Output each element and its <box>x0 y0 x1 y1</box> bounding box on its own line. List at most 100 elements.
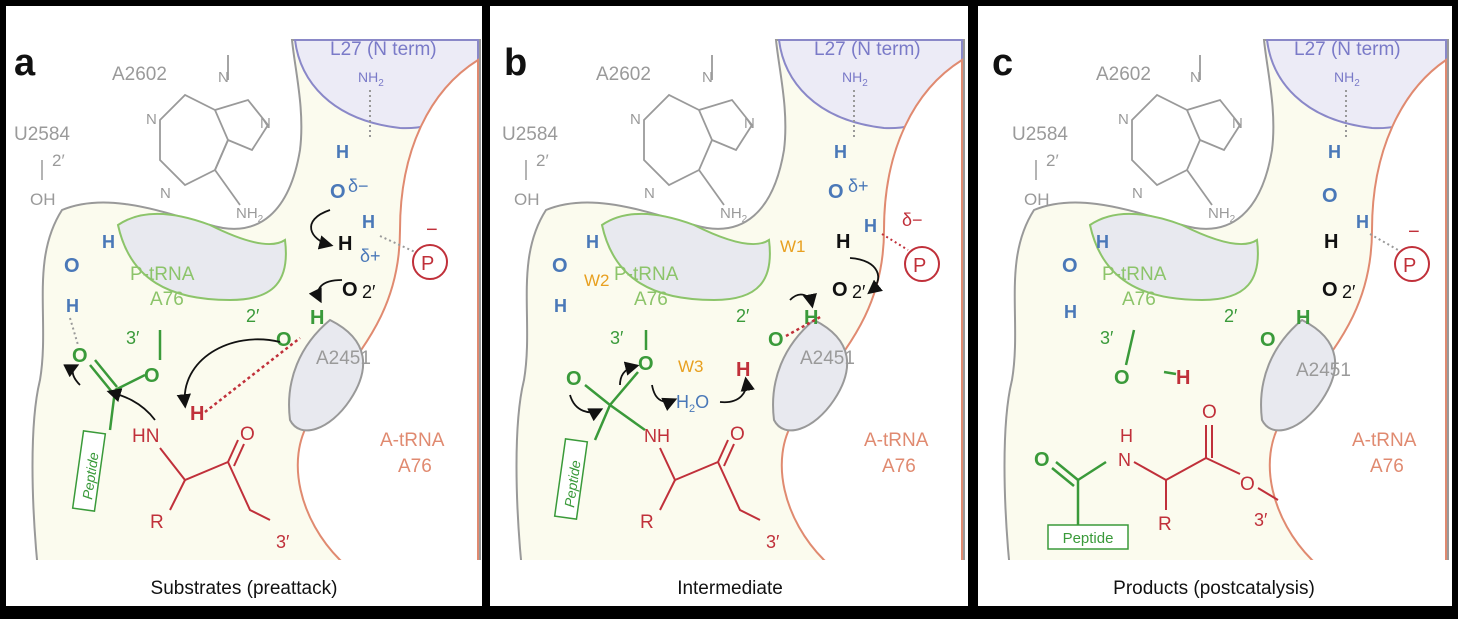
panel-a-n4: N <box>160 185 171 202</box>
panel-c-r: R <box>1158 514 1172 535</box>
panel-a-r: R <box>150 512 164 533</box>
panel-b-water-h1: H <box>834 142 847 162</box>
panel-a-u2584-2prime: 2′ <box>52 151 65 170</box>
panel-b-intermediate-bonds <box>584 330 648 441</box>
panel-a-l27-label: L27 (N term) <box>330 39 437 60</box>
panel-c-u2584-oh: OH <box>1024 190 1050 209</box>
panel-c-phosphate <box>1394 246 1430 282</box>
panel-b-2prime-o: 2′ <box>852 282 866 302</box>
panel-c-amide-h: H <box>1120 426 1133 446</box>
panel-b-n2: N <box>630 111 641 128</box>
panel-a-u-water-h2: H <box>66 296 79 316</box>
panel-b-a2602-ring <box>643 55 754 206</box>
panel-a-2prime-o: 2′ <box>362 282 376 302</box>
panel-a-aa-carbonyl-o: O <box>240 424 255 445</box>
panel-c-n4: N <box>1132 185 1143 202</box>
panel-b-atrna-label: A-tRNA <box>864 430 929 451</box>
panel-a-ptrna-label: P-tRNA <box>130 264 195 285</box>
panel-b-aa-carbonyl-o: O <box>730 424 745 445</box>
panel-a-water-h1: H <box>336 142 349 162</box>
panel-c-atrna-a76: A76 <box>1370 456 1404 477</box>
panel-c-atrna-3prime: 3′ <box>1254 510 1268 530</box>
panel-b-n4: N <box>644 185 655 202</box>
panel-a-water-h2: H <box>362 212 375 232</box>
panel-b-u-water-h2: H <box>554 296 567 316</box>
panel-b-u-water-h1: H <box>586 232 599 252</box>
panel-b-p: P <box>913 255 926 277</box>
panel-c-o-black: O <box>1322 279 1338 301</box>
panel-c-ptrna-label: P-tRNA <box>1102 264 1167 285</box>
panel-b-arrows <box>569 257 883 422</box>
panel-a-h-green: H <box>310 307 324 329</box>
panel-c-l27-label: L27 (N term) <box>1294 39 1401 60</box>
panel-c-atrna-label: A-tRNA <box>1352 430 1417 451</box>
panel-c-a2451-label: A2451 <box>1296 360 1351 381</box>
panel-b-o-green: O <box>768 329 784 351</box>
panel-b-peptide-box <box>553 438 589 520</box>
panel-a-a2451-region <box>288 318 364 432</box>
panel-c-amide-n: N <box>1118 450 1131 470</box>
panel-c-ptrna-region <box>1088 212 1259 302</box>
panel-c-pep-carbonyl-o: O <box>1034 449 1050 471</box>
panel-a-delta-plus: δ+ <box>360 246 381 266</box>
panel-c-ptrna-2prime: 2′ <box>1224 306 1238 326</box>
panel-b-u2584-2prime: 2′ <box>536 151 549 170</box>
panel-c-atrna-region <box>1268 58 1447 591</box>
panel-a-amine: NH2 <box>236 205 264 225</box>
panel-c-water-h1: H <box>1328 142 1341 162</box>
panel-c-ptrna-3prime: 3′ <box>1100 328 1114 348</box>
panel-a-h-red: H <box>190 403 204 425</box>
panel-c-u2584-2prime: 2′ <box>1046 151 1059 170</box>
panel-b-a2451-label: A2451 <box>800 348 855 369</box>
panel-a-peptide-box <box>71 430 107 512</box>
panel-b-ptrna-2prime: 2′ <box>736 306 750 326</box>
panel-c-water-o: O <box>1322 185 1338 207</box>
panel-c-aa-carbonyl-o: O <box>1202 402 1217 423</box>
panel-c-n2: N <box>1118 111 1129 128</box>
panel-c-3prime-h: H <box>1176 367 1190 389</box>
panel-b-o-minus: O <box>566 368 582 390</box>
panel-c-3prime-o: O <box>1114 367 1130 389</box>
panel-a-l27-nh2: NH2 <box>358 69 384 89</box>
panel-c-o-green: O <box>1260 329 1276 351</box>
panel-c-a2602-label: A2602 <box>1096 64 1151 85</box>
panel-a-n3: N <box>260 115 271 132</box>
panel-a-ptrna-region <box>116 212 287 302</box>
panel-b-caption: Intermediate <box>677 578 783 599</box>
panel-c-amino-acid-bonds <box>1133 425 1279 510</box>
panel-b-water-h2: H <box>864 216 877 236</box>
panel-b-ptrna-label: P-tRNA <box>614 264 679 285</box>
panel-b-w3: W3 <box>678 357 704 376</box>
panel-a-h-black: H <box>338 233 352 255</box>
panel-c-amine: NH2 <box>1208 205 1236 225</box>
panel-a-atrna-a76: A76 <box>398 456 432 477</box>
panel-b-atrna-region <box>780 58 963 591</box>
panel-b-h2o: H2O <box>676 392 709 415</box>
panel-c-ester-o: O <box>1240 474 1255 495</box>
panel-b-ester-o: O <box>638 353 654 375</box>
panel-c: c A2602 N N N N NH2 U2584 2′ OH L27 (N t… <box>978 6 1452 606</box>
panel-b-u2584-label: U2584 <box>502 124 558 145</box>
panel-c-h-green: H <box>1296 307 1310 329</box>
panel-a-u-water-o: O <box>64 255 80 277</box>
panel-b-n1: N <box>702 69 713 86</box>
panel-b-a2451-region <box>772 318 848 432</box>
panel-a-p: P <box>421 253 434 275</box>
panel-a-o-green: O <box>276 329 292 351</box>
panel-a-ptrna-2prime: 2′ <box>246 306 260 326</box>
panel-b-u2584-oh: OH <box>514 190 540 209</box>
panel-a: a A2602 N N N N NH2 U2584 2′ OH L27 (N t… <box>6 6 482 606</box>
panel-a-u2584-label: U2584 <box>14 124 70 145</box>
panel-a-amino-acid-bonds <box>159 439 271 521</box>
panel-b-h-red: H <box>736 359 750 381</box>
panel-a-ptrna-a76: A76 <box>150 289 184 310</box>
panel-b-l27-nh2: NH2 <box>842 69 868 89</box>
panel-a-hn: HN <box>132 426 159 447</box>
panel-a-atrna-3prime: 3′ <box>276 532 290 552</box>
panel-c-p: P <box>1403 255 1416 277</box>
panel-a-letter: a <box>14 42 36 84</box>
panel-a-caption: Substrates (preattack) <box>151 578 338 599</box>
panel-c-3prime-oh-bonds <box>1124 329 1177 376</box>
